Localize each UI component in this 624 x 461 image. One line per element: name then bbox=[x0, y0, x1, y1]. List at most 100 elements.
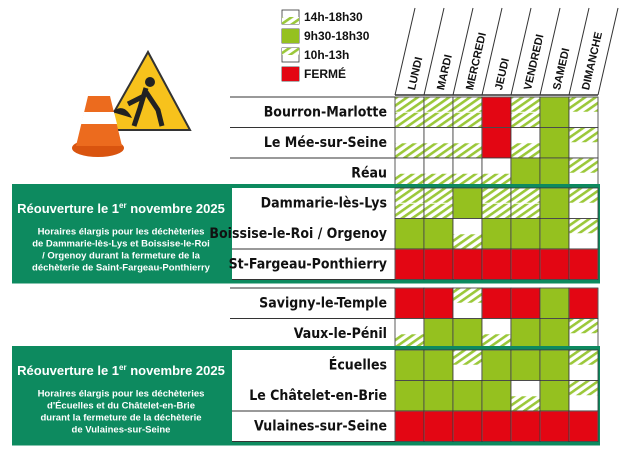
panel-text: durant la fermeture de la déchèterie bbox=[40, 413, 201, 424]
cell-slot bbox=[453, 112, 482, 127]
panel-text: de Dammarie-lès-Lys et Boissise-le-Roi bbox=[32, 239, 210, 250]
legend-label: FERMÉ bbox=[304, 66, 346, 81]
cell-slot bbox=[511, 112, 540, 127]
cell-slot bbox=[540, 288, 569, 318]
cell-slot bbox=[511, 143, 540, 158]
cell-slot bbox=[424, 319, 453, 349]
cell-slot bbox=[511, 188, 540, 203]
cell-slot bbox=[511, 319, 540, 349]
cell-slot bbox=[569, 288, 598, 318]
cell-slot bbox=[482, 97, 511, 127]
cell-slot bbox=[424, 411, 453, 441]
panel-title-part: novembre 2025 bbox=[127, 363, 225, 378]
cell-slot bbox=[540, 249, 569, 279]
header-line bbox=[597, 7, 619, 96]
panel-title-part: novembre 2025 bbox=[127, 201, 225, 216]
name-bg bbox=[232, 350, 395, 442]
cell-slot bbox=[424, 249, 453, 279]
cell-slot bbox=[482, 288, 511, 318]
cell-slot bbox=[482, 188, 511, 203]
header-line bbox=[568, 7, 590, 96]
day-label: MARDI bbox=[435, 53, 455, 91]
panel-text: Horaires élargis pour les déchèteries bbox=[38, 227, 205, 238]
legend-item: FERMÉ bbox=[281, 66, 346, 82]
panel-title: Réouverture le 1er novembre 2025 bbox=[17, 201, 225, 216]
cell-slot bbox=[395, 334, 424, 349]
legend-fill bbox=[282, 17, 299, 24]
station-name: Écuelles bbox=[329, 356, 387, 373]
cell-slot bbox=[453, 288, 482, 303]
cell-slot bbox=[395, 143, 424, 158]
station-name: Bourron-Marlotte bbox=[264, 104, 387, 120]
header-line bbox=[510, 7, 532, 96]
station-name: St-Fargeau-Ponthierry bbox=[229, 256, 387, 272]
cell-slot bbox=[540, 219, 569, 249]
cell-slot bbox=[453, 97, 482, 112]
panel-text: de Vulaines-sur-Seine bbox=[72, 425, 171, 436]
legend-item: 10h-13h bbox=[281, 47, 349, 63]
cell-slot bbox=[569, 97, 598, 112]
name-bg bbox=[232, 188, 395, 280]
cell-slot bbox=[482, 411, 511, 441]
legend-fill bbox=[282, 67, 299, 81]
cell-slot bbox=[482, 381, 511, 411]
panel-text: Horaires élargis pour les déchèteries bbox=[38, 389, 205, 400]
legend-fill bbox=[282, 29, 299, 43]
cell-slot bbox=[482, 350, 511, 380]
cell-slot bbox=[569, 158, 598, 173]
cell-slot bbox=[540, 381, 569, 411]
legend-fill bbox=[282, 48, 299, 55]
cell-slot bbox=[395, 350, 424, 380]
legend-label: 14h-18h30 bbox=[304, 10, 363, 24]
cell-slot bbox=[511, 219, 540, 249]
cell-slot bbox=[424, 219, 453, 249]
cell-slot bbox=[453, 143, 482, 158]
cell-slot bbox=[511, 411, 540, 441]
cell-slot bbox=[511, 396, 540, 411]
panel-title: Réouverture le 1er novembre 2025 bbox=[17, 363, 225, 378]
day-label: JEUDI bbox=[493, 57, 512, 91]
cell-slot bbox=[395, 411, 424, 441]
cell-slot bbox=[569, 219, 598, 234]
cell-slot bbox=[569, 411, 598, 441]
cell-slot bbox=[482, 128, 511, 158]
header-line bbox=[452, 7, 474, 96]
panel-title-part: er bbox=[119, 363, 127, 372]
panel-title-part: er bbox=[119, 201, 127, 210]
panel-text: déchèterie de Saint-Fargeau-Ponthierry bbox=[32, 263, 211, 274]
cell-slot bbox=[540, 128, 569, 158]
station-name: Boissise-le-Roi / Orgenoy bbox=[209, 226, 387, 242]
works-icon bbox=[72, 49, 192, 157]
station-name: Savigny-le-Temple bbox=[259, 295, 387, 311]
legend-label: 9h30-18h30 bbox=[304, 29, 370, 43]
cell-slot bbox=[453, 381, 482, 411]
cell-slot bbox=[424, 288, 453, 318]
panel-title-part: Réouverture le 1 bbox=[17, 363, 119, 378]
cell-slot bbox=[569, 350, 598, 365]
cell-slot bbox=[482, 334, 511, 349]
header-line bbox=[539, 7, 561, 96]
station-name: Le Mée-sur-Seine bbox=[264, 135, 387, 151]
cell-slot bbox=[540, 411, 569, 441]
cell-slot bbox=[395, 288, 424, 318]
header-line bbox=[423, 7, 445, 96]
day-label: LUNDI bbox=[406, 56, 425, 91]
cell-slot bbox=[453, 249, 482, 279]
cell-slot bbox=[569, 249, 598, 279]
cell-slot bbox=[511, 97, 540, 112]
cell-slot bbox=[453, 234, 482, 249]
cell-slot bbox=[453, 411, 482, 441]
cell-slot bbox=[395, 219, 424, 249]
cell-slot bbox=[453, 188, 482, 218]
legend-label: 10h-13h bbox=[304, 48, 349, 62]
cell-slot bbox=[569, 188, 598, 203]
panel-text: / Orgenoy durant la fermeture de la bbox=[42, 251, 201, 262]
cell-slot bbox=[424, 188, 453, 203]
legend-item: 9h30-18h30 bbox=[281, 28, 370, 44]
cell-slot bbox=[482, 203, 511, 218]
header-line bbox=[481, 7, 503, 96]
cell-slot bbox=[395, 249, 424, 279]
cell-slot bbox=[424, 97, 453, 112]
station-name: Dammarie-lès-Lys bbox=[261, 195, 387, 211]
